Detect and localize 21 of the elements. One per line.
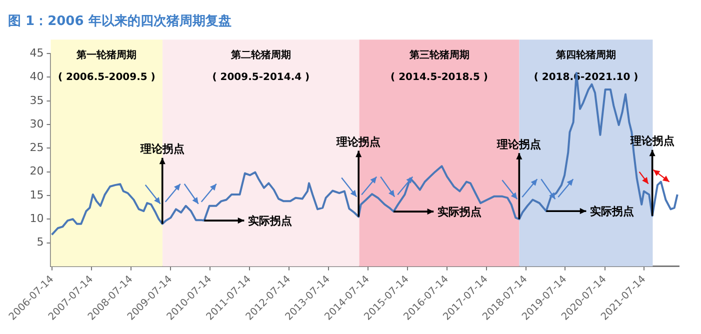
annotation: 实际拐点 <box>590 204 634 218</box>
y-tick-label: 30 <box>30 117 44 130</box>
band-label: 第一轮猪周期 ( 2006.5-2009.5 ) <box>58 49 156 84</box>
y-tick-label: 40 <box>30 70 44 84</box>
annotation: 理论拐点 <box>336 136 381 149</box>
y-tick-label: 25 <box>30 141 44 154</box>
y-tick-label: 5 <box>36 236 44 249</box>
y-tick-label: 10 <box>30 212 44 225</box>
annotation: 理论拐点 <box>139 142 184 156</box>
chart-title: 图 1：2006 年以来的四次猪周期复盘 <box>8 14 232 30</box>
annotation: 实际拐点 <box>248 214 292 228</box>
y-tick-label: 45 <box>30 46 44 60</box>
y-tick-label: 15 <box>30 188 44 202</box>
band-label: 第四轮猪周期 ( 2018.6-2021.10 ) <box>534 49 638 84</box>
band-label: 第二轮猪周期 ( 2009.5-2014.4 ) <box>212 49 310 84</box>
annotation: 实际拐点 <box>438 205 482 218</box>
band-label: 第三轮猪周期 ( 2014.5-2018.5 ) <box>390 49 488 84</box>
annotation: 理论拐点 <box>496 138 542 151</box>
y-tick-label: 20 <box>30 164 44 178</box>
y-tick-label: 35 <box>30 94 44 107</box>
annotation: 理论拐点 <box>629 134 674 148</box>
